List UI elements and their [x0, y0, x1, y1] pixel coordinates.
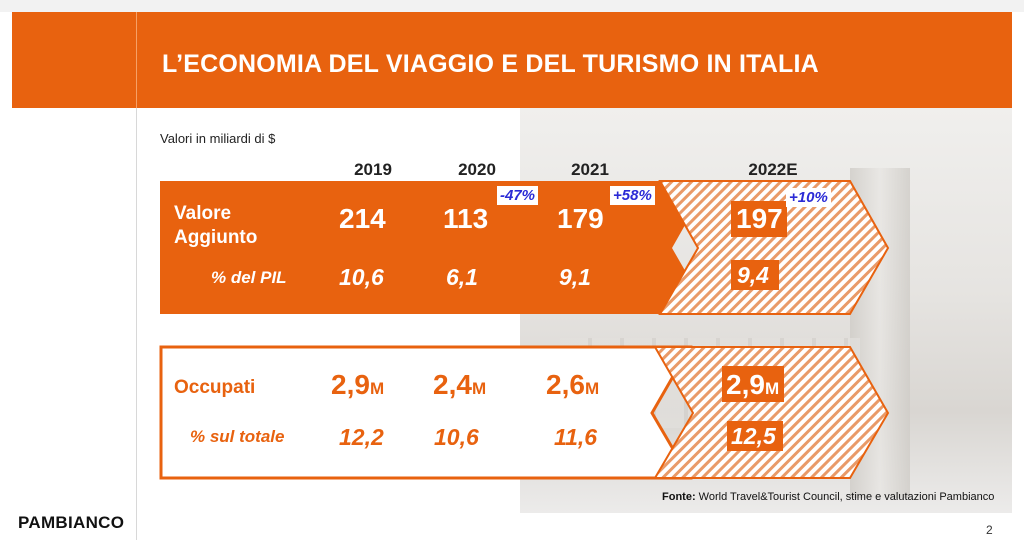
valore-box-solid: [160, 181, 710, 314]
pil-2022e-highlight: [731, 260, 779, 290]
valore-box-hatched: [658, 180, 890, 315]
valore-2019: 214: [339, 203, 386, 234]
left-divider-line: [136, 108, 137, 540]
year-2019: 2019: [354, 160, 392, 179]
valore-label-line1: Valore: [174, 203, 232, 224]
change-badge-2021: +58%: [610, 186, 655, 205]
valore-2020: 113: [443, 203, 489, 234]
share-2020: 10,6: [434, 424, 479, 450]
change-badge-2020: -47%: [497, 186, 539, 205]
occupati-box-hatched: [653, 346, 890, 479]
year-2022e: 2022E: [748, 160, 798, 179]
valore-label-line2: Aggiunto: [174, 227, 258, 248]
year-2021: 2021: [571, 160, 609, 179]
pil-2020: 6,1: [446, 264, 478, 290]
valore-2021: 179: [557, 203, 604, 234]
unit-note: Valori in miliardi di $: [160, 131, 276, 146]
year-2020: 2020: [458, 160, 496, 179]
top-frame: [0, 0, 1024, 12]
change-badge-2022e: +10%: [786, 188, 831, 207]
valore-2022e: 197: [736, 203, 783, 234]
pil-2019: 10,6: [339, 264, 384, 290]
share-2022e: 12,5: [731, 423, 776, 449]
pil-2021: 9,1: [559, 264, 591, 290]
share-label: % sul totale: [190, 427, 285, 446]
occupati-2021: 2,6M: [546, 369, 600, 400]
occupati-2020: 2,4M: [433, 369, 487, 400]
occupati-box-outline: [159, 345, 693, 480]
share-2022e-highlight: [727, 421, 783, 451]
share-2021: 11,6: [554, 424, 598, 450]
occupati-2022e-highlight: [722, 366, 784, 402]
share-2019: 12,2: [339, 424, 384, 450]
pambianco-logo: PAMBIANCO: [18, 513, 125, 532]
source-note: Fonte: World Travel&Tourist Council, sti…: [662, 491, 995, 503]
title-bar-divider: [136, 12, 137, 108]
pil-label: % del PIL: [211, 268, 287, 287]
occupati-label: Occupati: [174, 377, 256, 398]
pil-2022e: 9,4: [737, 262, 769, 288]
valore-2022e-highlight: [731, 201, 787, 237]
page-number: 2: [986, 523, 993, 537]
title-bar: [12, 12, 1012, 108]
occupati-2022e: 2,9M: [726, 369, 780, 400]
occupati-2019: 2,9M: [331, 369, 385, 400]
page-title: L’ECONOMIA DEL VIAGGIO E DEL TURISMO IN …: [162, 50, 819, 78]
